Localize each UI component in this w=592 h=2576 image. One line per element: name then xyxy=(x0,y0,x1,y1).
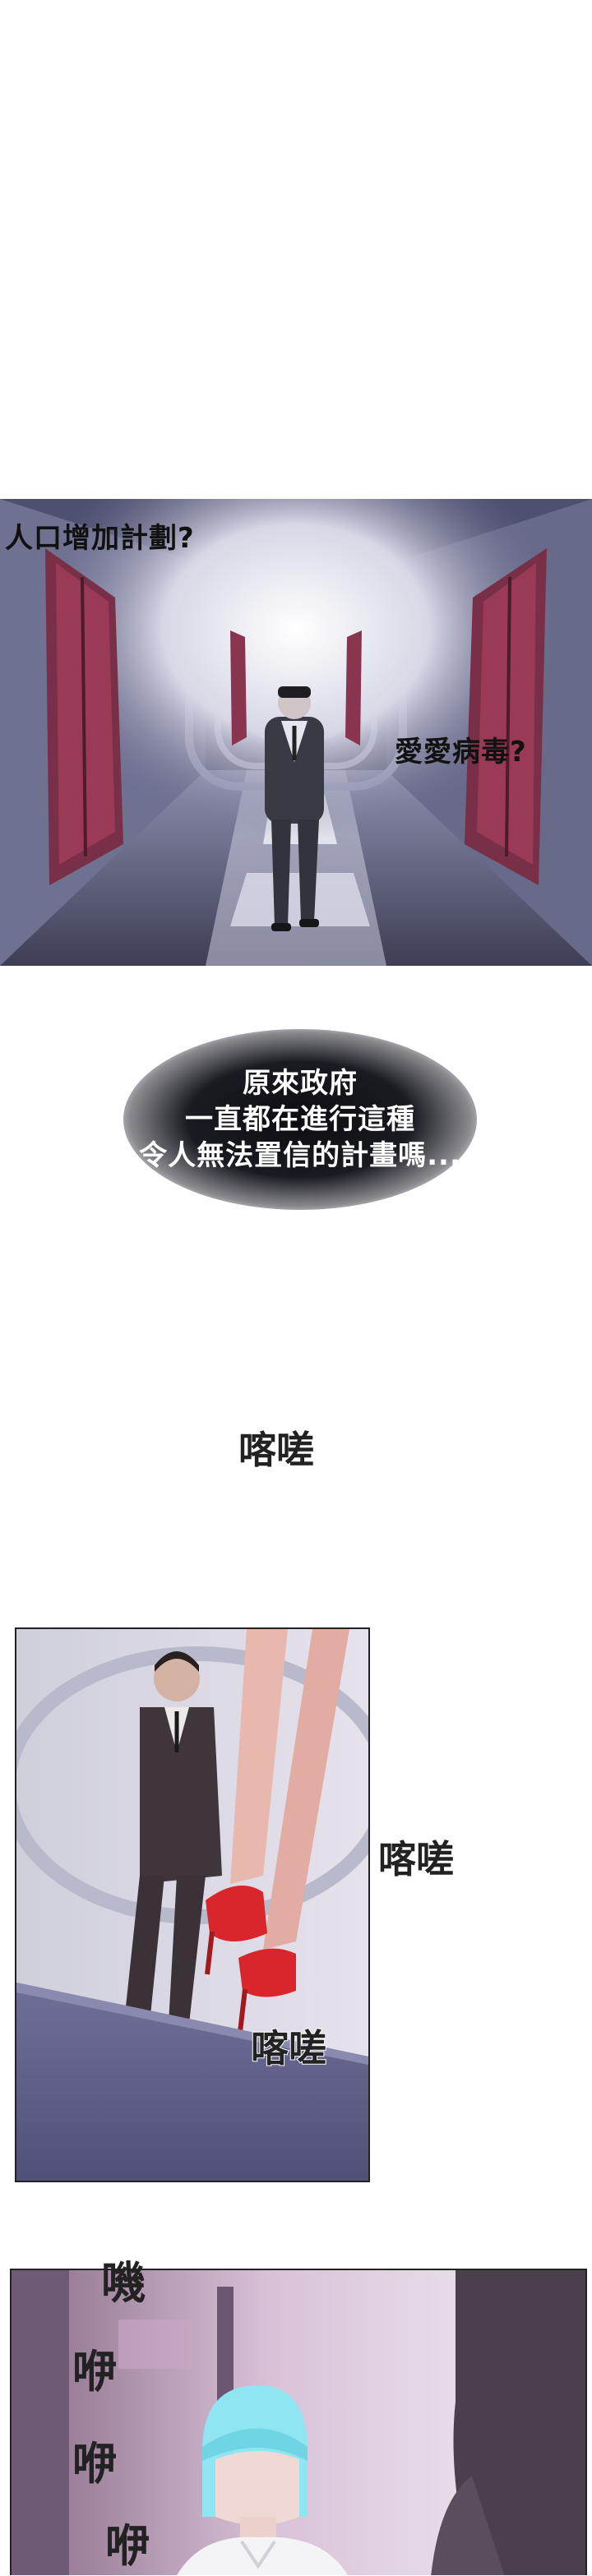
speech-bubble-left: 人口增加計劃? xyxy=(5,522,195,555)
panel-blue-hair xyxy=(10,2269,587,2575)
heels-illustration xyxy=(16,1629,368,2181)
sfx-creak-1: 嘰 xyxy=(101,2256,146,2309)
sfx-footstep-bottom: 喀嗟 xyxy=(250,2025,327,2071)
blue-hair-illustration xyxy=(12,2270,585,2575)
panel-corridor: 人口增加計劃? 愛愛病毒? xyxy=(0,499,592,966)
sfx-creak-3: 咿 xyxy=(72,2437,117,2490)
red-heel-left xyxy=(206,1886,267,1941)
blue-haired-girl xyxy=(177,2385,348,2575)
dark-figure xyxy=(453,2270,585,2575)
narration-box: 原來政府 一直都在進行這種 令人無法置信的計畫嗎... xyxy=(123,1029,477,1210)
sfx-creak-2: 咿 xyxy=(72,2345,117,2398)
panel-heels xyxy=(15,1627,370,2182)
narration-line-3: 令人無法置信的計畫嗎... xyxy=(139,1139,461,1172)
sfx-creak-4: 咿 xyxy=(105,2519,150,2572)
corridor-illustration xyxy=(0,499,592,966)
sfx-footstep-right: 喀嗟 xyxy=(377,1836,455,1882)
speech-bubble-right: 愛愛病毒? xyxy=(395,736,527,769)
sfx-footstep-top: 喀嗟 xyxy=(238,1427,315,1473)
man-in-suit xyxy=(265,686,324,931)
narration-line-1: 原來政府 xyxy=(243,1067,358,1100)
narration-line-2: 一直都在進行這種 xyxy=(185,1103,415,1136)
businessman xyxy=(113,1651,222,2122)
red-heel-right xyxy=(238,1948,296,1997)
